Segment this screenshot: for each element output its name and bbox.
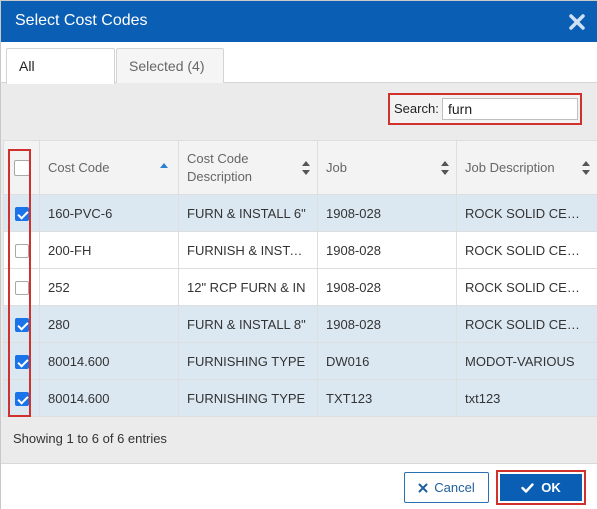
job-description-cell: ROCK SOLID CENTRAL [456, 305, 597, 343]
cancel-button[interactable]: Cancel [404, 472, 489, 503]
row-checkbox[interactable] [14, 391, 29, 406]
column-header-job[interactable]: Job [317, 140, 457, 195]
column-label: Job [326, 159, 347, 175]
description-cell: FURN & INSTALL 8" [178, 305, 318, 343]
job-cell: DW016 [317, 342, 457, 380]
row-select-cell [3, 194, 40, 232]
tab-bar: All Selected (4) [1, 42, 597, 84]
job-description-cell: MODOT-VARIOUS [456, 342, 597, 380]
cost-code-cell: 160-PVC-6 [39, 194, 179, 232]
column-label: Cost Code Description [187, 150, 253, 184]
search-box: Search: [388, 93, 582, 125]
table-row[interactable]: 80014.600 FURNISHING TYPE DW016 MODOT-VA… [3, 342, 597, 380]
job-cell: 1908-028 [317, 268, 457, 306]
ok-label: OK [541, 480, 561, 495]
close-icon [569, 14, 585, 30]
job-description-cell: ROCK SOLID CENTRAL [456, 194, 597, 232]
dialog-body: Search: Cost Code [1, 83, 597, 463]
job-description-cell: txt123 [456, 379, 597, 417]
table-row[interactable]: 80014.600 FURNISHING TYPE TXT123 txt123 [3, 379, 597, 417]
column-label: Cost Code [48, 159, 110, 175]
description-cell: 12" RCP FURN & IN [178, 268, 318, 306]
row-select-cell [3, 342, 40, 380]
table-row[interactable]: 280 FURN & INSTALL 8" 1908-028 ROCK SOLI… [3, 305, 597, 343]
column-header-cost-code[interactable]: Cost Code [39, 140, 179, 195]
cancel-label: Cancel [434, 480, 475, 495]
table-header-row: Cost Code Cost Code Description Job Job … [3, 140, 597, 195]
job-description-cell: ROCK SOLID CENTRAL [456, 231, 597, 269]
row-checkbox[interactable] [14, 354, 29, 369]
description-cell: FURN & INSTALL 6" [178, 194, 318, 232]
tab-all[interactable]: All [6, 48, 115, 84]
tab-selected[interactable]: Selected (4) [116, 48, 224, 83]
table-info-text: Showing 1 to 6 of 6 entries [13, 431, 167, 446]
job-description-cell: ROCK SOLID CENTRAL [456, 268, 597, 306]
description-cell: FURNISHING TYPE [178, 342, 318, 380]
close-button[interactable] [564, 9, 590, 35]
sort-ascending-icon [160, 163, 168, 168]
select-all-checkbox[interactable] [13, 160, 30, 177]
dialog-footer: Cancel OK [1, 463, 597, 509]
select-all-header [3, 140, 40, 195]
table-row[interactable]: 200-FH FURNISH & INSTALL 1908-028 ROCK S… [3, 231, 597, 269]
cost-code-cell: 252 [39, 268, 179, 306]
job-cell: 1908-028 [317, 194, 457, 232]
description-cell: FURNISH & INSTALL [178, 231, 318, 269]
ok-button[interactable]: OK [500, 474, 582, 501]
row-checkbox[interactable] [14, 317, 29, 332]
checkmark-icon [521, 482, 534, 493]
cost-code-cell: 200-FH [39, 231, 179, 269]
job-cell: TXT123 [317, 379, 457, 417]
row-checkbox[interactable] [14, 280, 29, 295]
column-header-job-description[interactable]: Job Description [456, 140, 597, 195]
cost-code-cell: 80014.600 [39, 342, 179, 380]
row-select-cell [3, 268, 40, 306]
column-label: Job Description [465, 159, 555, 175]
sort-icon [302, 160, 310, 175]
column-header-cost-code-description[interactable]: Cost Code Description [178, 140, 318, 195]
dialog-titlebar: Select Cost Codes [1, 1, 597, 42]
table-body: 160-PVC-6 FURN & INSTALL 6" 1908-028 ROC… [3, 194, 597, 417]
search-input[interactable] [442, 98, 578, 120]
row-select-cell [3, 231, 40, 269]
row-select-cell [3, 379, 40, 417]
table-row[interactable]: 252 12" RCP FURN & IN 1908-028 ROCK SOLI… [3, 268, 597, 306]
dialog-title: Select Cost Codes [15, 12, 148, 29]
cost-code-cell: 280 [39, 305, 179, 343]
search-label: Search: [394, 101, 439, 116]
job-cell: 1908-028 [317, 231, 457, 269]
row-checkbox[interactable] [14, 206, 29, 221]
sort-icon [582, 160, 590, 175]
cost-code-cell: 80014.600 [39, 379, 179, 417]
description-cell: FURNISHING TYPE [178, 379, 318, 417]
job-cell: 1908-028 [317, 305, 457, 343]
x-icon [418, 483, 428, 492]
table-row[interactable]: 160-PVC-6 FURN & INSTALL 6" 1908-028 ROC… [3, 194, 597, 232]
cost-codes-table: Cost Code Cost Code Description Job Job … [3, 140, 597, 417]
ok-button-highlight: OK [496, 470, 586, 505]
sort-icon [441, 160, 449, 175]
row-checkbox[interactable] [14, 243, 29, 258]
row-select-cell [3, 305, 40, 343]
